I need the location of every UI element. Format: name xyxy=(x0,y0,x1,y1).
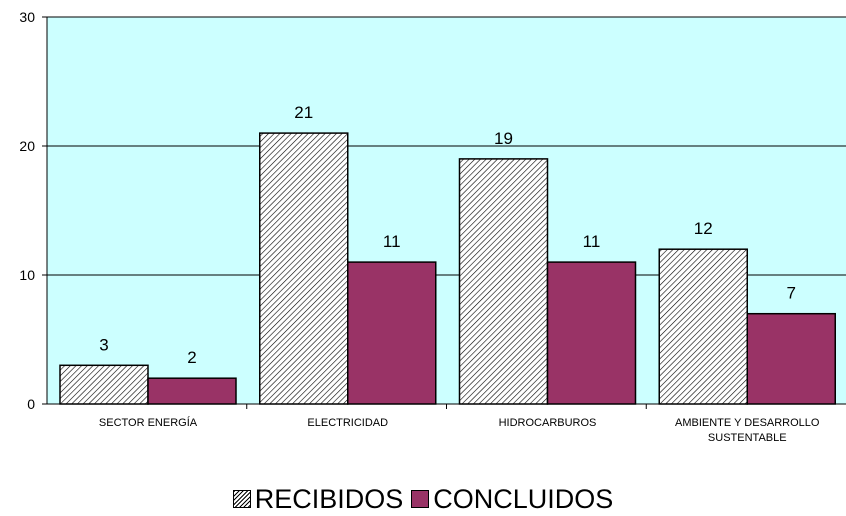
bar-concluidos-1 xyxy=(347,261,437,405)
bar-recibidos-2 xyxy=(458,158,549,405)
data-label-concluidos-0: 2 xyxy=(187,348,196,367)
x-tick-label: AMBIENTE Y DESARROLLO xyxy=(675,417,820,429)
data-label-recibidos-1: 21 xyxy=(294,103,313,122)
x-tick-label: HIDROCARBUROS xyxy=(499,417,597,429)
legend-item-concluidos: CONCLUIDOS xyxy=(411,484,613,515)
x-tick-label: SUSTENTABLE xyxy=(708,432,787,444)
legend-item-recibidos: RECIBIDOS xyxy=(232,483,404,515)
bar-recibidos-1 xyxy=(259,132,349,405)
x-tick-label: SECTOR ENERGÍA xyxy=(99,416,198,429)
data-label-concluidos-1: 11 xyxy=(383,232,401,251)
x-tick-label: ELECTRICIDAD xyxy=(307,417,388,429)
data-label-recibidos-0: 3 xyxy=(99,335,108,354)
data-label-concluidos-3: 7 xyxy=(787,284,796,303)
y-tick-label: 10 xyxy=(19,267,35,283)
bar-concluidos-3 xyxy=(746,312,836,405)
legend-label-recibidos: RECIBIDOS xyxy=(254,483,404,514)
legend-swatch-recibidos xyxy=(232,490,251,508)
y-tick-label: 30 xyxy=(19,9,35,25)
data-label-recibidos-3: 12 xyxy=(694,219,713,238)
data-label-recibidos-2: 19 xyxy=(494,129,513,148)
data-label-concluidos-2: 11 xyxy=(583,232,601,251)
bar-recibidos-3 xyxy=(658,248,748,405)
y-tick-label: 0 xyxy=(27,396,35,412)
bar-recibidos-0 xyxy=(59,364,149,405)
legend: RECIBIDOS CONCLUIDOS xyxy=(0,484,846,514)
bar-concluidos-0 xyxy=(147,377,237,405)
legend-swatch-concluidos xyxy=(411,490,430,508)
bar-concluidos-2 xyxy=(546,261,637,405)
legend-label-concluidos: CONCLUIDOS xyxy=(433,483,614,514)
y-tick-label: 20 xyxy=(19,138,35,154)
